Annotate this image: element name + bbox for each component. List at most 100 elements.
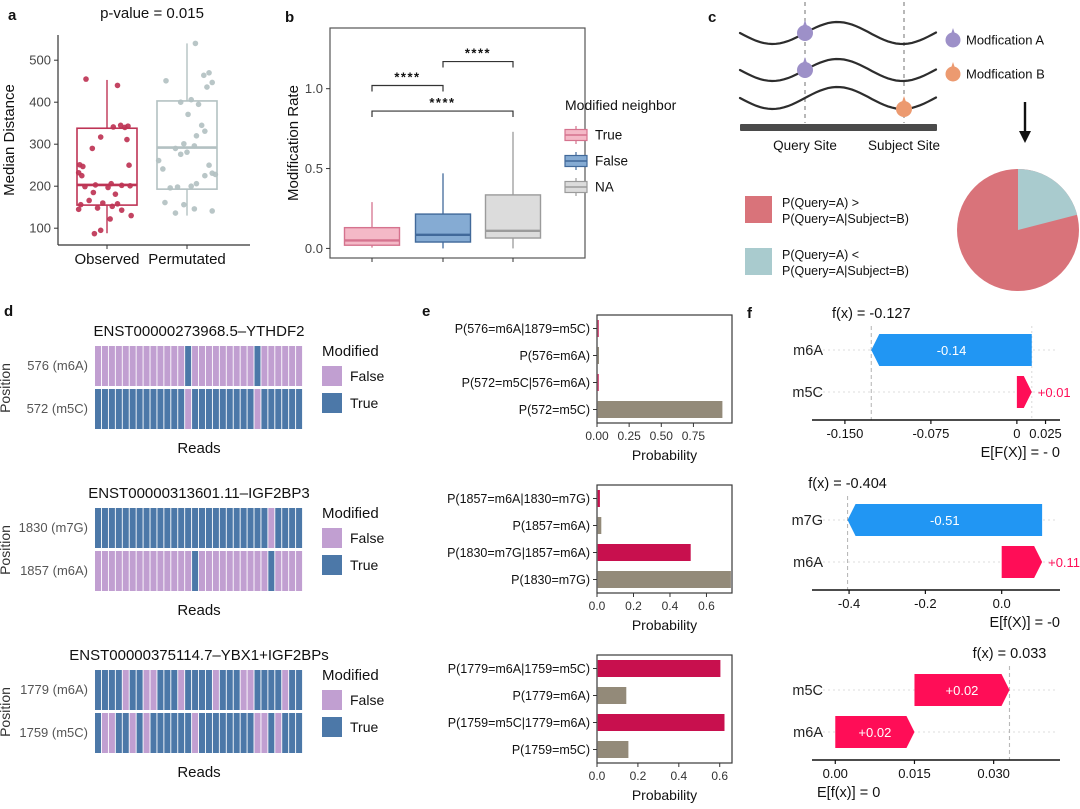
probability-bar [597, 714, 725, 731]
read-cell [115, 551, 122, 591]
legend-dot-stem [951, 62, 955, 68]
heatmap-row [95, 389, 303, 429]
read-cell [296, 551, 303, 591]
read-cell [247, 713, 254, 753]
read-cell [282, 508, 289, 548]
data-point [128, 212, 134, 219]
mod-legend-label: Modfication A [966, 33, 1044, 48]
significance-bracket: **** [371, 95, 514, 118]
category-label: P(576=m6A) [519, 349, 590, 363]
read-cell [199, 508, 206, 548]
data-point [191, 206, 198, 212]
y-tick-label: 0.0 [305, 241, 323, 256]
read-cell [296, 389, 303, 429]
read-cell [212, 389, 219, 429]
heatmap-row [95, 508, 303, 548]
x-tick-label: 0.00 [823, 766, 848, 781]
feature-label: m6A [793, 725, 823, 741]
data-point [126, 162, 132, 168]
data-point [114, 82, 121, 89]
block-title: ENST00000375114.7–YBX1+IGF2BPs [69, 647, 328, 664]
panel-c-diagram: c Query Site Subject Site Modfication A Modf… [708, 2, 1079, 291]
data-point [185, 111, 191, 118]
shap-chart: f(x) = 0.033 m5C +0.02 m6A +0.02 0.00 0.015 0.0… [792, 646, 1060, 801]
shap-chart: f f(x) = -0.127 m6A -0.14 m5C +0.01 -0.150 -0.0… [747, 305, 1071, 461]
read-cell [212, 551, 219, 591]
row-label: 1857 (m6A) [20, 563, 88, 578]
legend-entry: True [564, 126, 622, 144]
read-cell [95, 713, 102, 753]
row-label: 572 (m5C) [27, 401, 88, 416]
shap-value-label: +0.02 [858, 725, 891, 740]
read-cell [296, 508, 303, 548]
subject-site-label: Subject Site [868, 138, 940, 153]
read-cell [254, 670, 261, 710]
read-cell [240, 346, 247, 386]
read-cell [261, 713, 268, 753]
read-cell [143, 551, 150, 591]
read-cell [185, 551, 192, 591]
read-cell [233, 713, 240, 753]
data-point [97, 134, 104, 140]
expected-value-label: E[F(X)] = - 0 [981, 445, 1060, 461]
read-cell [185, 389, 192, 429]
read-cell [122, 346, 129, 386]
read-cell [219, 551, 226, 591]
read-cell [192, 670, 199, 710]
read-cell [212, 508, 219, 548]
legend-dot [945, 66, 961, 82]
probability-bar [597, 687, 627, 704]
read-cell [219, 508, 226, 548]
bracket-line [371, 84, 444, 92]
category-label: P(572=m5C) [519, 403, 590, 417]
panel-d-heatmaps: d ENST00000273968.5–YTHDF2 Position 576 (m6… [0, 303, 384, 781]
legend-label: True [595, 128, 622, 143]
y-tick-label: 500 [29, 53, 51, 68]
legend-swatch [322, 690, 342, 710]
read-cell [136, 508, 143, 548]
row-label: 1830 (m7G) [19, 520, 88, 535]
read-cell [205, 551, 212, 591]
data-point [127, 182, 133, 189]
shap-chart: f(x) = -0.404 m7G -0.51 m6A +0.11 -0.4 -0.2 0.0… [792, 476, 1080, 631]
data-point [181, 140, 187, 147]
shap-bar [914, 674, 1010, 706]
read-cell [254, 508, 261, 548]
panel-d-label: d [4, 303, 13, 320]
read-cell [282, 389, 289, 429]
shap-value-label: +0.01 [1038, 385, 1071, 400]
legend-dot-stem [951, 28, 955, 34]
mod-legend-entry: Modfication A [945, 28, 1044, 48]
category-label: P(1779=m6A|1759=m5C) [448, 662, 590, 676]
read-cell [192, 346, 199, 386]
read-cell [108, 670, 115, 710]
x-tick-label: -0.150 [826, 426, 863, 441]
read-cell [95, 551, 102, 591]
legend-entry: NA [564, 178, 614, 196]
modification-a-dot [797, 20, 813, 41]
read-cell [136, 346, 143, 386]
read-cell [261, 551, 268, 591]
data-point [80, 163, 86, 170]
read-cell [212, 346, 219, 386]
read-cell [268, 508, 275, 548]
read-cell [226, 670, 233, 710]
x-tick-label: 0.4 [662, 599, 679, 613]
read-cell [212, 713, 219, 753]
panel-a-label: a [8, 7, 17, 24]
read-cell [157, 670, 164, 710]
read-cell [240, 389, 247, 429]
read-cell [95, 346, 102, 386]
modification-b-dot [896, 96, 912, 117]
x-tick-label: 0.00 [585, 429, 609, 443]
read-cell [108, 346, 115, 386]
block-xlabel: Reads [177, 764, 220, 781]
data-point [177, 151, 184, 158]
heatmap-row [95, 551, 303, 591]
read-cell [296, 670, 303, 710]
pie-legend-line1: P(Query=A) > [782, 196, 859, 210]
down-arrow-icon [1019, 102, 1031, 143]
read-cell [192, 508, 199, 548]
data-point [79, 172, 85, 179]
